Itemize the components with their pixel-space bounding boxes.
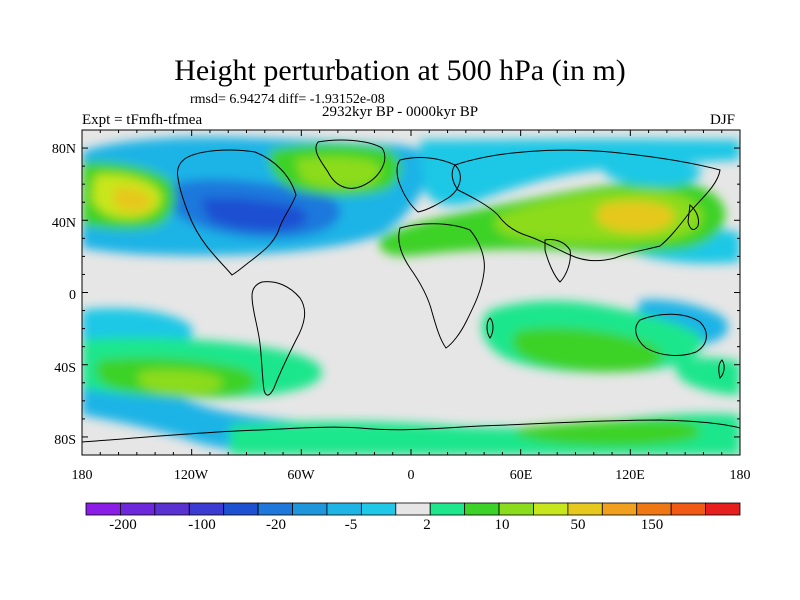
pos-field-asia-max [596, 200, 675, 233]
pos-field-pacific-max [112, 187, 153, 212]
pos-field-south-indian [512, 327, 663, 372]
coast-madagascar [486, 317, 494, 339]
coast-africa [398, 223, 485, 349]
colorbar-swatch [292, 502, 328, 516]
coast-asia [451, 149, 721, 262]
coast-australia [635, 313, 707, 356]
colorbar-swatch [636, 502, 672, 516]
experiment-label: Expt = tFmfh-tfmea [82, 112, 203, 128]
period-label: 2932kyr BP - 0000kyr BP [322, 104, 479, 120]
colorbar [85, 502, 741, 516]
lon-label-120w: 120W [173, 468, 209, 483]
colorbar-swatch [498, 502, 534, 516]
colorbar-swatch [429, 502, 466, 516]
coastlines [82, 139, 740, 443]
season-label: DJF [710, 112, 736, 128]
lon-label-60w: 60W [287, 468, 315, 483]
pos-field-antarctic-core [515, 420, 701, 447]
pos-field-south-pacific-max [138, 370, 223, 396]
colorbar-label-2: 2 [423, 517, 431, 533]
colorbar-swatch [670, 502, 706, 516]
colorbar-swatch [533, 502, 569, 516]
colorbar-swatch [360, 502, 397, 516]
coast-india [544, 239, 571, 283]
pos-field-subtropic-east [600, 157, 701, 187]
lon-label-180e: 180 [729, 468, 751, 483]
coast-europe [396, 157, 461, 213]
colorbar-swatch [567, 502, 603, 516]
colorbar-label-neg200: -200 [109, 517, 137, 533]
colorbar-label-neg20: -20 [266, 517, 286, 533]
lat-label-0: 0 [69, 288, 76, 303]
coast-north-america [177, 149, 297, 276]
colorbar-swatch [705, 502, 741, 516]
colorbar-label-neg5: -5 [344, 517, 358, 533]
pos-field-greenland-core [295, 156, 381, 188]
colorbar-label-150: 150 [640, 517, 664, 533]
colorbar-label-neg100: -100 [188, 517, 216, 533]
colorbar-swatch [120, 502, 156, 516]
neg-field-na-deep [200, 197, 307, 231]
colorbar-swatch [326, 502, 362, 516]
lat-label-40n: 40N [51, 216, 76, 231]
plot-title: Height perturbation at 500 hPa (in m) [174, 54, 626, 87]
colorbar-swatch [395, 502, 431, 516]
lat-label-80n: 80N [51, 142, 76, 157]
coast-south-america [251, 281, 306, 396]
lon-label-0: 0 [407, 468, 415, 483]
coast-greenland [315, 139, 386, 189]
stats-label: rmsd= 6.94274 diff= -1.93152e-08 [190, 92, 385, 107]
contour-fields [82, 137, 740, 455]
colorbar-swatch [223, 502, 259, 516]
coast-new-zealand [718, 359, 725, 379]
colorbar-swatch [188, 502, 225, 516]
lon-label-60e: 60E [509, 468, 533, 483]
lat-label-40s: 40S [54, 361, 76, 376]
colorbar-swatch [85, 502, 121, 516]
colorbar-swatch [601, 502, 638, 516]
lon-label-180w: 180 [71, 468, 93, 483]
colorbar-label-50: 50 [570, 517, 586, 533]
colorbar-swatch [257, 502, 293, 516]
axis-ticks [81, 129, 741, 456]
neg-field-north-rim [420, 139, 740, 206]
colorbar-swatch [464, 502, 500, 516]
coast-antarctica [82, 419, 740, 443]
colorbar-swatch [154, 502, 190, 516]
lon-label-120e: 120E [615, 468, 645, 483]
lat-label-80s: 80S [54, 433, 76, 448]
coast-japan [687, 204, 699, 230]
colorbar-label-10: 10 [494, 517, 510, 533]
